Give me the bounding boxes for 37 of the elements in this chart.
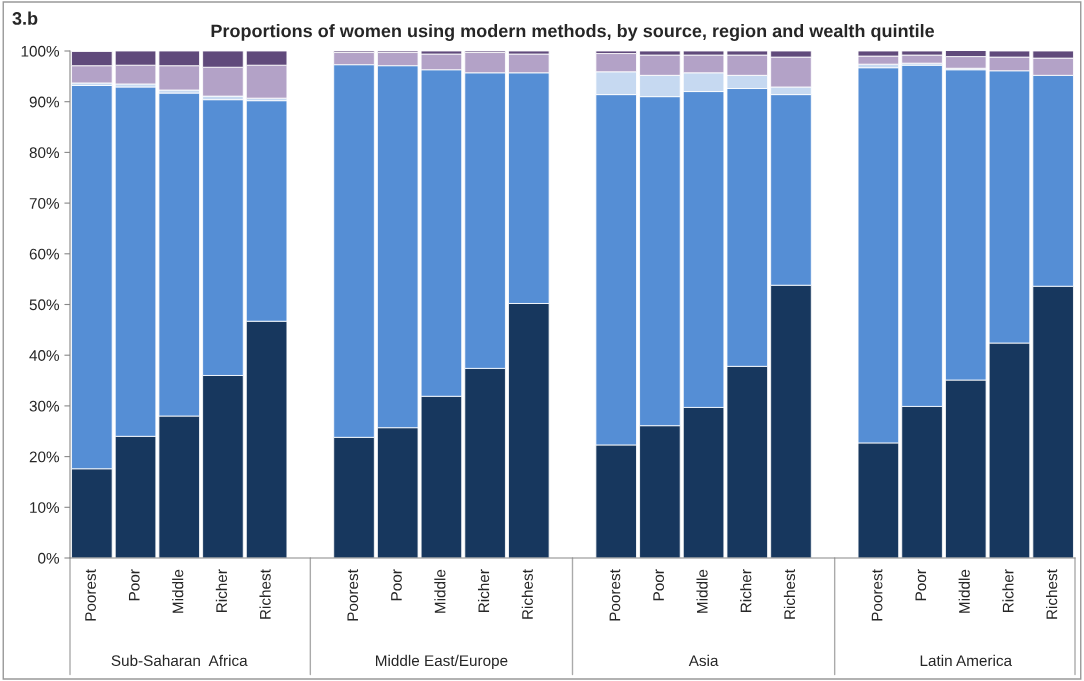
- text: Asia: [688, 654, 719, 667]
- x-tick-label: Middle: [958, 569, 970, 613]
- x-tick-label: Richer: [215, 569, 228, 612]
- y-tick-label: 100%: [21, 45, 60, 57]
- x-tick-label: Poorest: [871, 569, 883, 621]
- x-tick-label: Poor: [128, 569, 140, 601]
- y-tick-label: 70%: [29, 197, 60, 209]
- text: Latin America: [920, 654, 1013, 667]
- x-tick-label: Poorest: [609, 569, 621, 621]
- x-tick-label: Richer: [1002, 569, 1014, 612]
- x-tick-label: Middle: [434, 569, 446, 613]
- y-tick-label: 30%: [29, 400, 60, 412]
- x-tick-label: Poor: [653, 569, 664, 601]
- y-tick-label: 60%: [29, 248, 60, 260]
- y-tick-label: 20%: [29, 451, 60, 463]
- x-tick-label: Richest: [783, 569, 796, 619]
- x-tick-label: Poor: [391, 569, 402, 601]
- x-tick-label: Poorest: [85, 569, 96, 621]
- x-tick-label: Middle: [172, 569, 184, 613]
- y-tick-label: 80%: [29, 147, 60, 159]
- x-tick-label: Middle: [696, 569, 708, 613]
- y-tick-label: 50%: [29, 299, 60, 311]
- text: Sub-Saharan Africa: [111, 654, 248, 667]
- x-tick-label: Richest: [1046, 569, 1058, 619]
- x-tick-label: Richer: [477, 569, 490, 612]
- x-tick-label: Richest: [259, 569, 271, 619]
- text: Middle East/Europe: [376, 654, 508, 670]
- y-tick-label: 10%: [30, 502, 60, 513]
- x-tick-label: Poorest: [347, 569, 359, 621]
- y-tick-label: 90%: [29, 96, 60, 108]
- text: 3.b: [12, 11, 38, 25]
- x-tick-label: Poor: [915, 569, 927, 601]
- x-tick-label: Richest: [521, 569, 533, 619]
- y-tick-label: 40%: [29, 350, 60, 361]
- chart-title: Proportions of women using modern methods, by source, region and wealth quintile: [211, 24, 935, 41]
- y-tick-label: 0%: [38, 552, 60, 564]
- x-tick-label: Richer: [740, 569, 752, 612]
